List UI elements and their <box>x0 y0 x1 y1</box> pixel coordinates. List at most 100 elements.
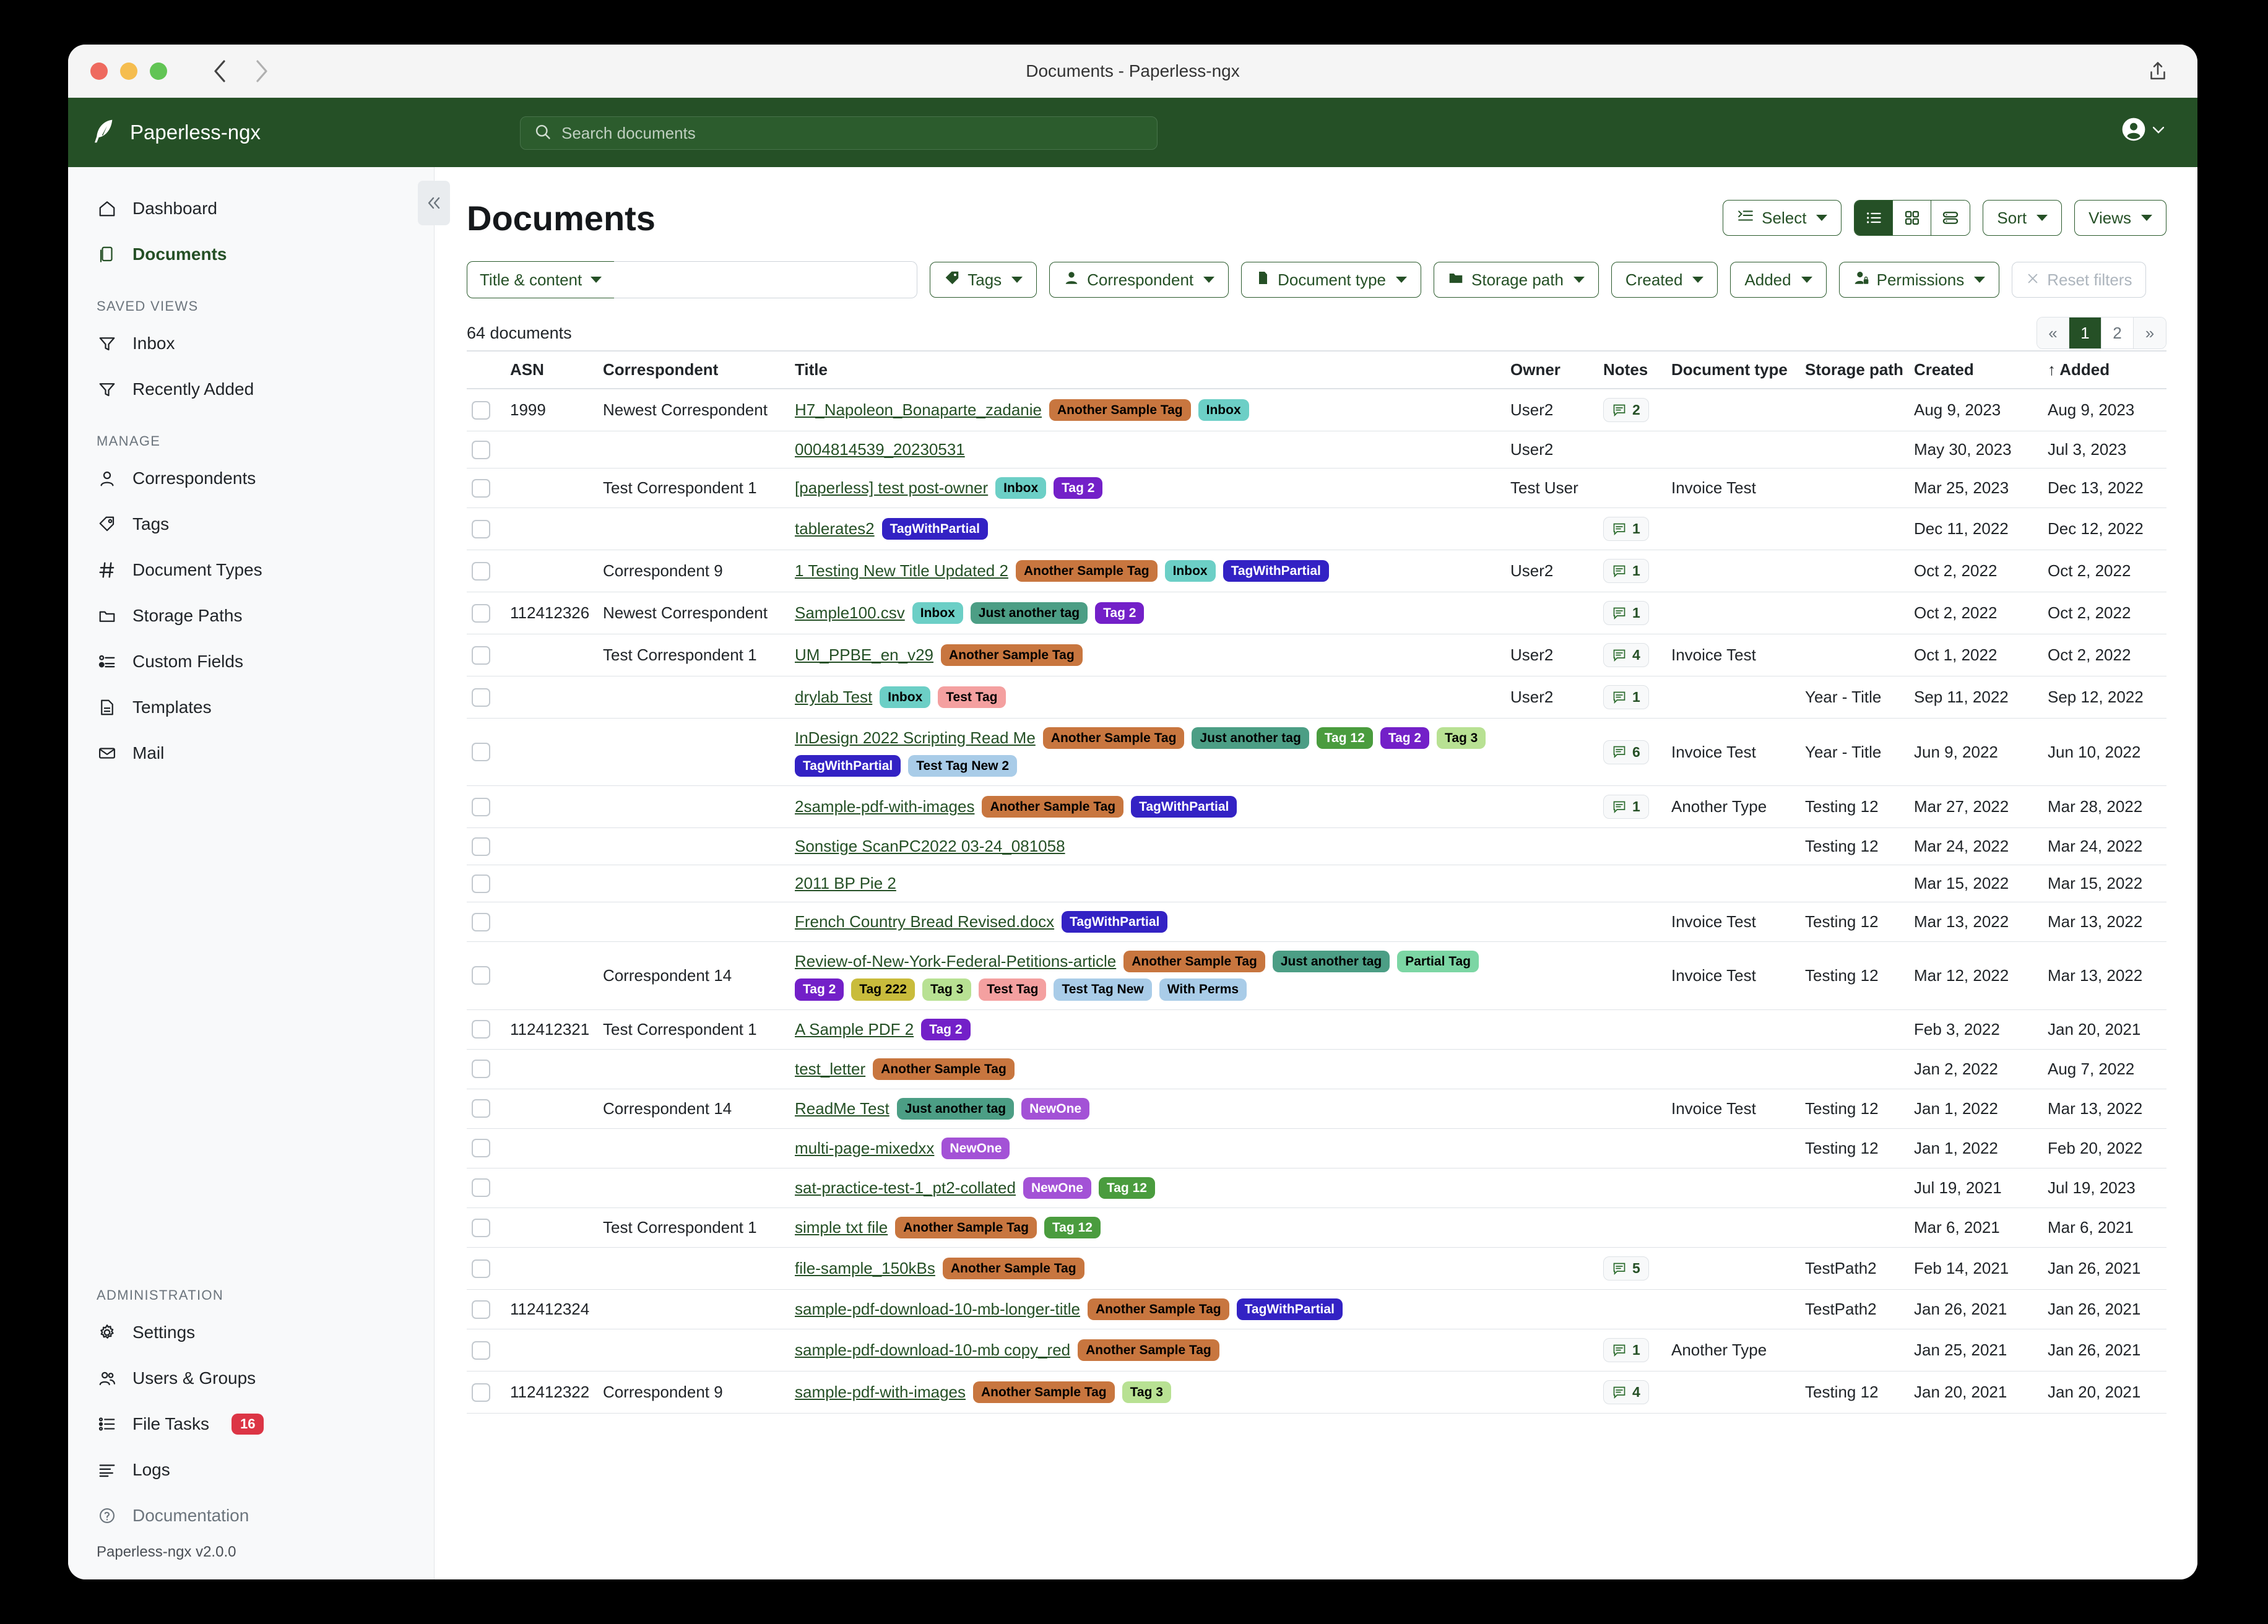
select-button[interactable]: Select <box>1723 200 1842 236</box>
row-checkbox[interactable] <box>472 1020 490 1039</box>
column-header-asn[interactable]: ASN <box>505 350 598 389</box>
row-checkbox[interactable] <box>472 797 490 816</box>
brand[interactable]: Paperless-ngx <box>92 118 401 148</box>
table-row[interactable]: Correspondent 14 ReadMe Test Just another … <box>467 1089 2166 1129</box>
table-row[interactable]: French Country Bread Revised.docx TagWith… <box>467 902 2166 943</box>
tag-badge[interactable]: TagWithPartial <box>795 755 901 777</box>
pagination-page-2[interactable]: 2 <box>2101 317 2134 348</box>
sidebar-item-file-tasks[interactable]: File Tasks 16 <box>68 1401 434 1447</box>
sidebar-item-mail[interactable]: Mail <box>68 730 434 776</box>
row-checkbox[interactable] <box>472 966 490 985</box>
cell-storage-path[interactable]: Testing 12 <box>1800 785 1909 829</box>
cell-storage-path[interactable]: Testing 12 <box>1800 1371 1909 1414</box>
cell-document-type[interactable]: Invoice Test <box>1666 634 1800 677</box>
row-checkbox[interactable] <box>472 440 490 459</box>
tag-badge[interactable]: Another Sample Tag <box>982 796 1124 818</box>
tag-badge[interactable]: Tag 12 <box>1044 1217 1101 1239</box>
row-checkbox[interactable] <box>472 874 490 893</box>
sidebar-item-documents[interactable]: Documents <box>68 231 434 277</box>
cell-correspondent[interactable]: Test Correspondent 1 <box>598 634 790 677</box>
tag-badge[interactable]: Tag 3 <box>1122 1381 1171 1404</box>
tag-badge[interactable]: TagWithPartial <box>1131 796 1237 818</box>
table-row[interactable]: 112412324 sample-pdf-download-10-mb-longe… <box>467 1289 2166 1330</box>
document-title-link[interactable]: tablerates2 <box>795 519 875 538</box>
cell-storage-path[interactable]: Testing 12 <box>1800 902 1909 943</box>
cell-storage-path[interactable]: TestPath2 <box>1800 1289 1909 1330</box>
row-checkbox[interactable] <box>472 519 490 538</box>
cell-storage-path[interactable]: Testing 12 <box>1800 1128 1909 1168</box>
cell-storage-path[interactable]: Year - Title <box>1800 676 1909 719</box>
row-checkbox[interactable] <box>472 603 490 623</box>
cell-correspondent[interactable]: Test Correspondent 1 <box>598 468 790 509</box>
tag-badge[interactable]: TagWithPartial <box>881 518 988 540</box>
notes-count-badge[interactable]: 1 <box>1603 517 1649 542</box>
views-button[interactable]: Views <box>2074 200 2166 236</box>
table-row[interactable]: 112412326 Newest Correspondent Sample100.c… <box>467 592 2166 635</box>
tag-badge[interactable]: With Perms <box>1159 978 1247 1001</box>
row-checkbox[interactable] <box>472 743 490 762</box>
list-view-button[interactable] <box>1855 201 1894 235</box>
table-row[interactable]: Test Correspondent 1 [paperless] test pos… <box>467 468 2166 509</box>
table-row[interactable]: Sonstige ScanPC2022 03-24_081058 Testing … <box>467 827 2166 866</box>
document-title-link[interactable]: sample-pdf-download-10-mb-longer-title <box>795 1300 1080 1319</box>
tag-badge[interactable]: Just another tag <box>1192 727 1309 749</box>
column-header-notes[interactable]: Notes <box>1598 350 1666 389</box>
column-header-storage-path[interactable]: Storage path <box>1800 350 1909 389</box>
back-button[interactable] <box>212 59 228 84</box>
tag-badge[interactable]: Tag 12 <box>1098 1177 1155 1199</box>
tag-badge[interactable]: Another Sample Tag <box>1049 399 1191 421</box>
row-checkbox[interactable] <box>472 1259 490 1278</box>
cell-document-type[interactable]: Invoice Test <box>1666 718 1800 787</box>
table-row[interactable]: test_letter Another Sample Tag Jan 2, 2022… <box>467 1049 2166 1089</box>
table-row[interactable]: sat-practice-test-1_pt2-collated NewOne Ta… <box>467 1168 2166 1209</box>
tag-badge[interactable]: Tag 2 <box>795 978 844 1001</box>
cell-storage-path[interactable]: Testing 12 <box>1800 1089 1909 1129</box>
row-checkbox[interactable] <box>472 1341 490 1360</box>
tag-badge[interactable]: Another Sample Tag <box>1123 951 1265 973</box>
tag-badge[interactable]: Tag 3 <box>1437 727 1486 749</box>
sidebar-item-settings[interactable]: Settings <box>68 1310 434 1355</box>
document-title-link[interactable]: sat-practice-test-1_pt2-collated <box>795 1178 1016 1197</box>
cell-document-type[interactable]: Invoice Test <box>1666 468 1800 509</box>
column-header-added[interactable]: ↑ Added <box>2043 350 2166 389</box>
column-header-document-type[interactable]: Document type <box>1666 350 1800 389</box>
sidebar-item-storage-paths[interactable]: Storage Paths <box>68 593 434 639</box>
table-row[interactable]: 0004814539_20230531 User2 May 30, 2023 Jul … <box>467 431 2166 469</box>
pagination-first[interactable]: « <box>2037 317 2069 348</box>
detail-view-button[interactable] <box>1931 201 1970 235</box>
forward-button[interactable] <box>254 59 270 84</box>
row-checkbox[interactable] <box>472 1060 490 1079</box>
tag-badge[interactable]: Tag 222 <box>851 978 915 1001</box>
title-content-dropdown[interactable]: Title & content <box>467 261 615 298</box>
tag-badge[interactable]: Inbox <box>912 602 963 624</box>
document-title-link[interactable]: 0004814539_20230531 <box>795 440 965 459</box>
notes-count-badge[interactable]: 1 <box>1603 1338 1649 1363</box>
document-title-link[interactable]: Sonstige ScanPC2022 03-24_081058 <box>795 837 1065 856</box>
tag-badge[interactable]: TagWithPartial <box>1236 1298 1343 1321</box>
sidebar-item-logs[interactable]: Logs <box>68 1447 434 1493</box>
document-title-link[interactable]: multi-page-mixedxx <box>795 1138 935 1157</box>
document-title-link[interactable]: A Sample PDF 2 <box>795 1019 914 1039</box>
document-title-link[interactable]: 2011 BP Pie 2 <box>795 874 896 893</box>
cell-document-type[interactable]: Invoice Test <box>1666 902 1800 943</box>
cell-storage-path[interactable]: Testing 12 <box>1800 827 1909 866</box>
tag-badge[interactable]: NewOne <box>1021 1097 1090 1120</box>
cell-correspondent[interactable]: Correspondent 9 <box>598 550 790 593</box>
document-title-link[interactable]: simple txt file <box>795 1218 888 1237</box>
row-checkbox[interactable] <box>472 1218 490 1237</box>
tag-badge[interactable]: NewOne <box>941 1137 1010 1159</box>
share-icon[interactable] <box>2147 59 2169 86</box>
cell-document-type[interactable]: Invoice Test <box>1666 1089 1800 1129</box>
tag-badge[interactable]: Another Sample Tag <box>972 1381 1115 1404</box>
tag-badge[interactable]: Test Tag <box>938 686 1006 709</box>
tag-badge[interactable]: Tag 3 <box>922 978 972 1001</box>
row-checkbox[interactable] <box>472 1139 490 1158</box>
table-row[interactable]: Test Correspondent 1 simple txt file Anoth… <box>467 1207 2166 1248</box>
table-row[interactable]: drylab Test Inbox Test Tag User2 1 Year - Tit… <box>467 676 2166 719</box>
maximize-window-button[interactable] <box>150 62 167 80</box>
tag-badge[interactable]: NewOne <box>1023 1177 1091 1199</box>
tag-badge[interactable]: Tag 2 <box>1095 602 1145 624</box>
tag-badge[interactable]: Another Sample Tag <box>942 1258 1084 1280</box>
cell-correspondent[interactable]: Correspondent 9 <box>598 1371 790 1414</box>
cell-storage-path[interactable]: TestPath2 <box>1800 1247 1909 1290</box>
